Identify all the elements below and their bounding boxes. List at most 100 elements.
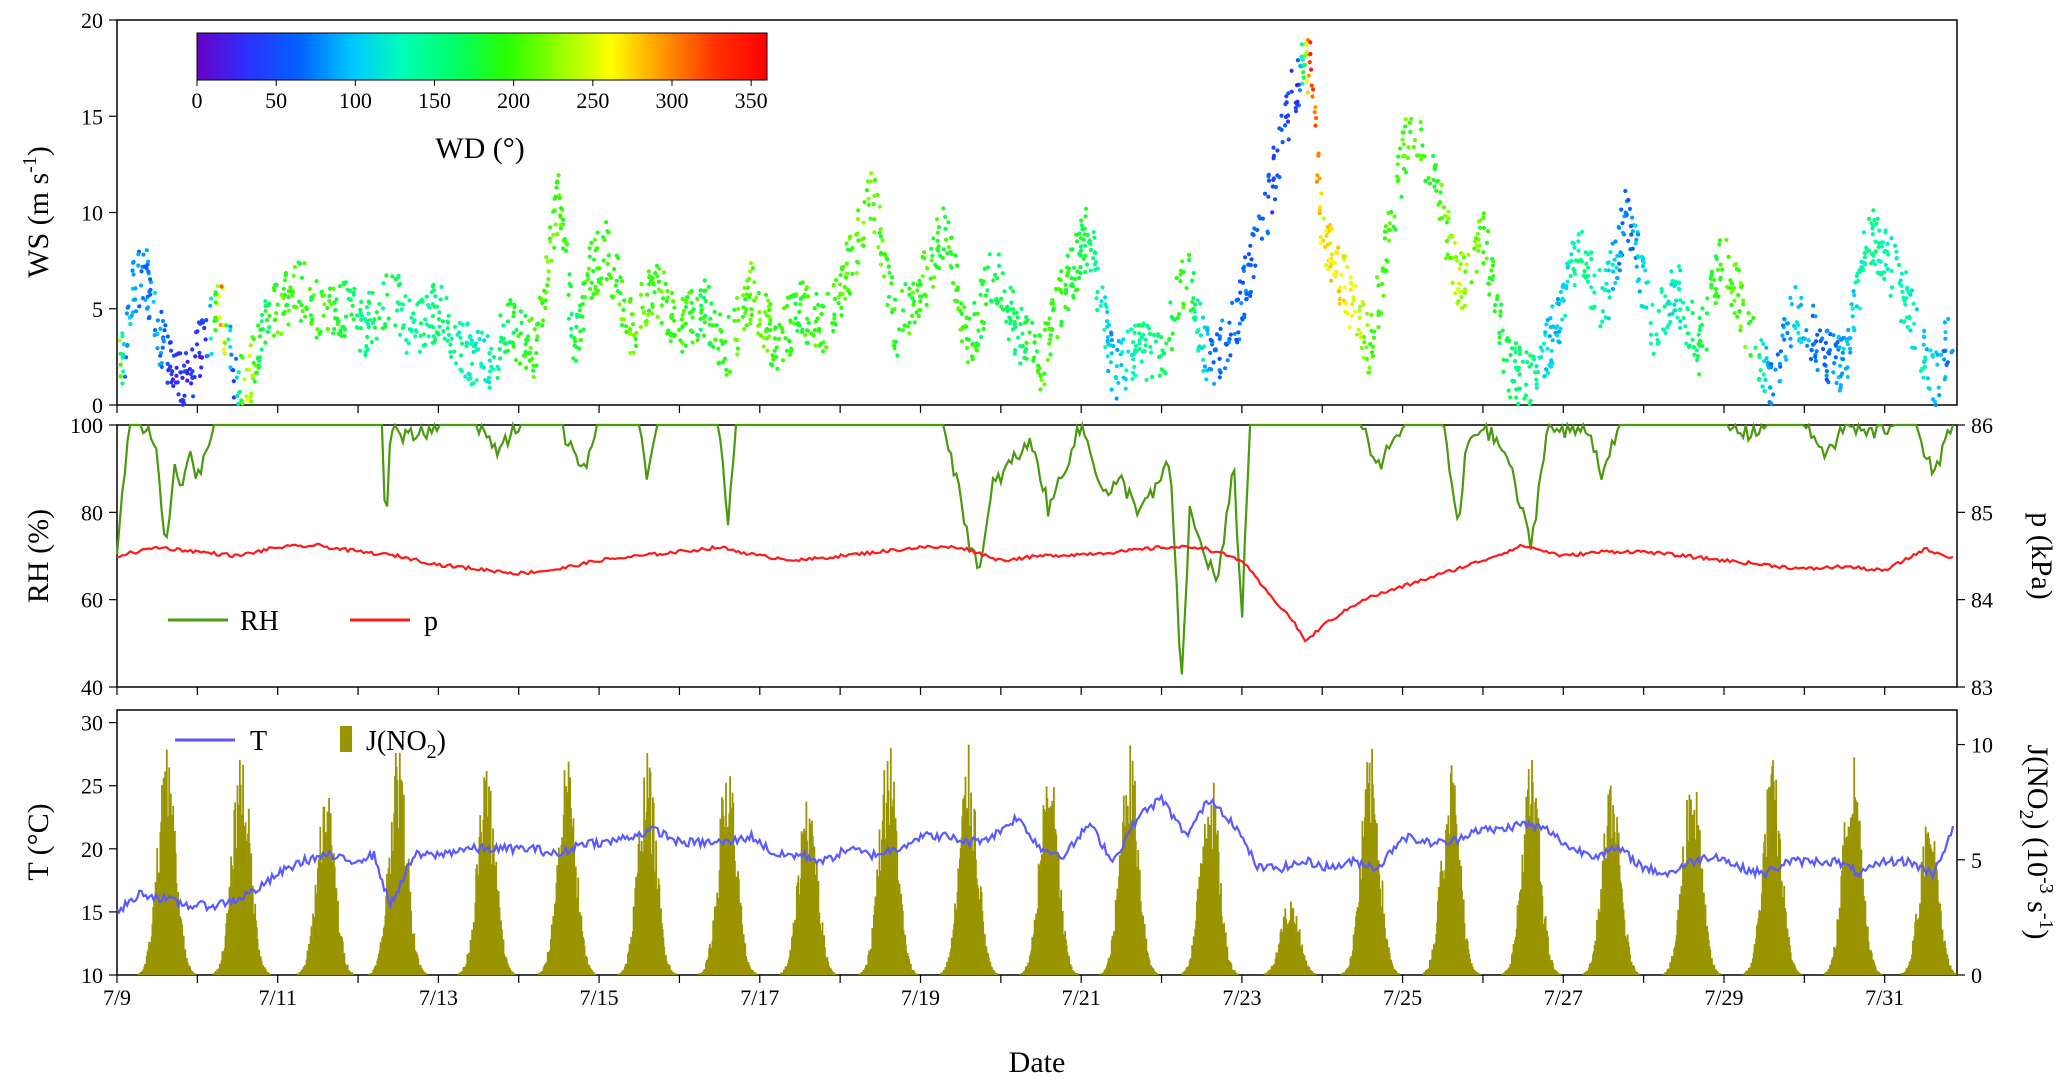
wind-point [1244, 291, 1249, 296]
wind-point [1134, 348, 1139, 353]
wind-point [918, 299, 923, 304]
wind-point [698, 293, 703, 298]
wind-point [558, 206, 564, 211]
wind-point [804, 340, 809, 345]
wind-point [1840, 371, 1845, 376]
series-line-rh [115, 420, 1955, 675]
wind-point [910, 313, 915, 318]
wind-point [160, 345, 165, 350]
wind-point [1648, 320, 1653, 326]
wind-point [718, 312, 723, 317]
x-tick-label: 7/11 [259, 985, 297, 1010]
wind-point [742, 285, 747, 291]
wind-point [832, 316, 837, 321]
wind-point [1640, 264, 1646, 269]
wind-point [899, 288, 905, 293]
wind-point [1286, 91, 1291, 96]
wind-point [194, 342, 200, 347]
wind-point [879, 250, 884, 256]
wind-point [1000, 271, 1005, 276]
wind-point [322, 302, 327, 307]
wind-point [668, 339, 673, 344]
wind-point [1462, 287, 1468, 292]
wind-point [504, 341, 509, 346]
wind-point [1644, 305, 1649, 310]
wind-point [695, 338, 700, 343]
wind-point [185, 371, 190, 376]
wind-point [572, 336, 577, 341]
wind-point [434, 330, 439, 335]
wind-point [744, 323, 749, 328]
wind-point [283, 271, 288, 276]
wind-point [972, 312, 977, 317]
wind-point [1569, 252, 1574, 257]
wind-point [527, 358, 532, 363]
wind-point [1769, 362, 1774, 367]
x-tick-label: 7/31 [1865, 985, 1904, 1010]
wind-point [1567, 260, 1572, 265]
wind-point [240, 355, 245, 360]
wind-point [1598, 324, 1603, 329]
wind-point [1563, 313, 1568, 318]
wind-point [168, 340, 173, 345]
wind-point [902, 323, 907, 328]
wind-point [291, 304, 297, 309]
wind-point [350, 303, 355, 308]
wind-point [1802, 336, 1807, 341]
wind-point [342, 282, 347, 287]
wind-point [1328, 258, 1333, 263]
wind-point [1342, 285, 1347, 290]
wind-point [1540, 348, 1545, 353]
wind-point [1523, 393, 1529, 398]
wind-point [1271, 156, 1276, 161]
wind-point [304, 305, 309, 310]
wind-point [1204, 377, 1209, 382]
wind-point [1191, 296, 1196, 301]
wind-point [606, 253, 611, 258]
wind-point [1879, 240, 1884, 245]
wind-point [445, 326, 450, 331]
x-tick-label: 7/21 [1062, 985, 1101, 1010]
wind-point [1942, 377, 1947, 382]
wind-point [1078, 244, 1084, 249]
wind-point [1020, 344, 1025, 349]
wind-point [1078, 270, 1083, 276]
wind-point [1418, 120, 1423, 125]
wind-point [1589, 250, 1594, 255]
wind-point [953, 253, 958, 258]
wind-point [854, 271, 860, 276]
wind-point [180, 398, 185, 403]
wind-point [1018, 322, 1023, 327]
wind-point [1673, 279, 1678, 284]
wind-point [365, 334, 370, 339]
wind-point [1833, 342, 1838, 347]
wind-point [1498, 313, 1503, 318]
wind-point [1558, 326, 1563, 331]
wind-point [940, 255, 945, 260]
wind-point [1481, 211, 1486, 216]
jno2-bars [137, 744, 1958, 975]
wind-point [117, 338, 122, 343]
wind-point [196, 320, 201, 325]
wind-point [308, 313, 313, 318]
wind-point [1705, 311, 1710, 316]
wind-point [564, 248, 569, 253]
wind-point [798, 296, 803, 301]
wind-point [1477, 243, 1482, 248]
wind-point [1059, 319, 1064, 324]
wind-point [746, 276, 752, 281]
wind-point [1048, 337, 1053, 342]
wind-point [949, 235, 954, 240]
wind-point [982, 320, 987, 326]
wind-point [404, 338, 409, 343]
wind-point [831, 283, 836, 288]
wind-point [765, 348, 770, 353]
wind-point [498, 339, 503, 344]
wind-point [690, 315, 695, 320]
wind-point [1012, 348, 1018, 353]
wind-point [1724, 237, 1729, 242]
wind-point [1499, 302, 1504, 307]
x-tick-label: 7/23 [1222, 985, 1261, 1010]
wind-point [314, 335, 319, 340]
